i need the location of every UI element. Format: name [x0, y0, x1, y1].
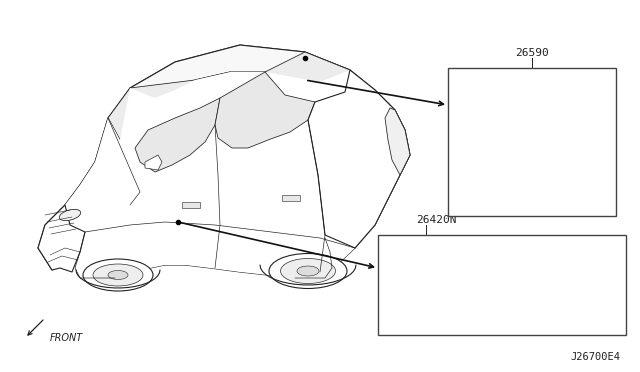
- Polygon shape: [215, 72, 315, 148]
- Polygon shape: [486, 257, 498, 325]
- Text: 26420J: 26420J: [426, 253, 461, 263]
- Polygon shape: [135, 98, 220, 172]
- Ellipse shape: [280, 259, 335, 283]
- Polygon shape: [38, 45, 410, 278]
- Polygon shape: [145, 155, 162, 170]
- Ellipse shape: [297, 266, 319, 276]
- Polygon shape: [52, 70, 410, 278]
- Ellipse shape: [269, 253, 347, 289]
- Text: 26590E: 26590E: [532, 153, 567, 163]
- Ellipse shape: [60, 209, 81, 221]
- Polygon shape: [385, 108, 410, 175]
- Ellipse shape: [93, 264, 143, 286]
- FancyBboxPatch shape: [389, 256, 438, 312]
- Polygon shape: [482, 95, 542, 118]
- Ellipse shape: [108, 270, 128, 279]
- Polygon shape: [65, 118, 175, 232]
- Bar: [566, 265, 576, 275]
- Ellipse shape: [83, 259, 153, 291]
- Bar: [566, 282, 576, 292]
- Text: J26700E4: J26700E4: [570, 352, 620, 362]
- Text: 26420N: 26420N: [416, 215, 456, 225]
- Bar: [378, 235, 626, 335]
- Text: 26590: 26590: [515, 48, 549, 58]
- Polygon shape: [38, 205, 85, 272]
- Polygon shape: [308, 70, 410, 248]
- Bar: [448, 68, 616, 216]
- Text: FRONT: FRONT: [50, 333, 83, 343]
- Polygon shape: [130, 45, 350, 98]
- Ellipse shape: [451, 281, 465, 299]
- Bar: [478, 275, 486, 295]
- Polygon shape: [265, 52, 350, 102]
- Polygon shape: [482, 108, 542, 141]
- Bar: [282, 195, 300, 201]
- Bar: [182, 202, 200, 208]
- FancyBboxPatch shape: [382, 249, 445, 319]
- Bar: [566, 299, 576, 309]
- Polygon shape: [486, 255, 574, 317]
- Ellipse shape: [504, 149, 516, 167]
- Polygon shape: [108, 72, 230, 140]
